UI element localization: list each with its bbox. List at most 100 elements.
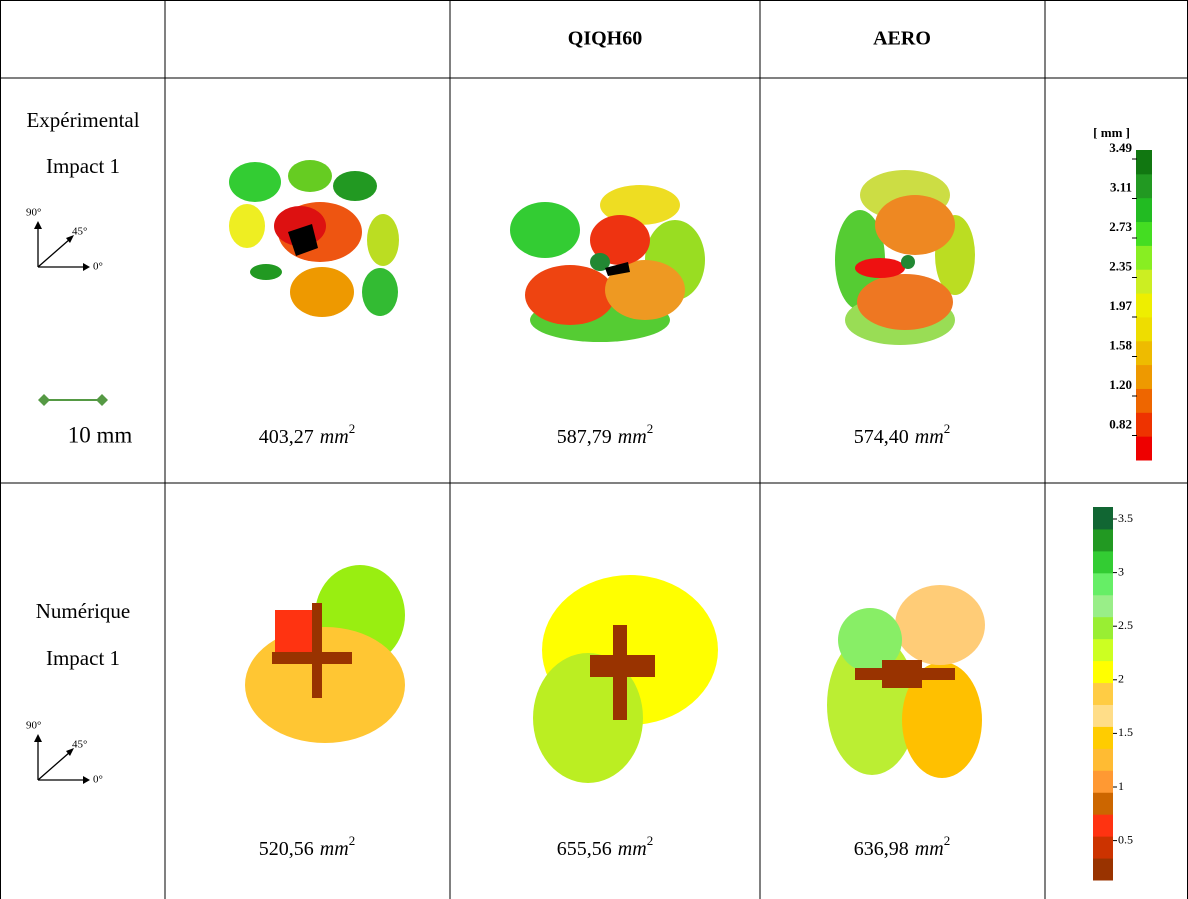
legend-tick-label: 3.5 xyxy=(1118,511,1133,525)
legend-color xyxy=(1136,316,1152,342)
row-label: Numérique xyxy=(36,599,130,623)
orientation-label: 90° xyxy=(26,720,41,732)
legend-color xyxy=(1136,388,1152,413)
damage-map-experimental-2 xyxy=(510,185,705,342)
axis-arrow xyxy=(37,751,71,781)
row-label: Expérimental xyxy=(26,108,139,132)
legend-color xyxy=(1093,748,1113,771)
legend-color xyxy=(1093,507,1113,530)
legend-tick-label: 2.35 xyxy=(1109,258,1132,273)
column-header: AERO xyxy=(873,28,931,50)
orientation-icon: 90° 45° 0° xyxy=(26,720,103,786)
scale-bar-label: 10 mm xyxy=(68,422,133,447)
legend-tick-label: 2 xyxy=(1118,672,1124,686)
legend-color xyxy=(1136,221,1152,246)
arrow-head xyxy=(34,221,42,229)
area-unit: mm xyxy=(915,838,944,860)
arrow-head xyxy=(66,748,74,756)
row-label: Impact 1 xyxy=(46,154,120,178)
legend-tick-label: 0.5 xyxy=(1118,832,1133,846)
area-exponent: 2 xyxy=(647,833,654,848)
damage-area: 574,40 mm2 xyxy=(854,421,950,448)
area-exponent: 2 xyxy=(349,421,356,436)
legend-tick-label: 0.82 xyxy=(1109,416,1132,431)
legend-color xyxy=(1093,660,1113,684)
arrow-head xyxy=(83,776,90,784)
area-unit: mm xyxy=(618,838,647,860)
legend-color xyxy=(1093,770,1113,793)
orientation-label: 0° xyxy=(93,261,103,273)
area-value: 574,40 xyxy=(854,426,909,448)
row-label: Impact 1 xyxy=(46,646,120,670)
damage-area: 655,56 mm2 xyxy=(557,833,653,860)
legend-color xyxy=(1136,412,1152,437)
legend-color xyxy=(1136,197,1152,223)
area-unit: mm xyxy=(915,426,944,448)
area-unit: mm xyxy=(320,838,349,860)
legend-color xyxy=(1093,836,1113,859)
legend-color xyxy=(1093,704,1113,727)
legend-color xyxy=(1136,150,1152,175)
legend-unit: [ mm ] xyxy=(1093,125,1130,140)
area-exponent: 2 xyxy=(647,421,654,436)
legend-tick-label: 3.11 xyxy=(1110,179,1132,194)
area-exponent: 2 xyxy=(349,833,356,848)
arrow-head xyxy=(34,734,42,742)
legend-tick-label: 1.58 xyxy=(1109,337,1132,352)
column-header: QIQH60 xyxy=(568,28,642,50)
legend-color xyxy=(1136,173,1152,199)
legend-tick-label: 3.49 xyxy=(1109,140,1132,155)
axis-arrow xyxy=(37,238,71,268)
orientation-label: 45° xyxy=(72,226,87,238)
area-value: 655,56 xyxy=(557,838,612,860)
legend-color xyxy=(1093,792,1113,815)
legend-color xyxy=(1093,572,1113,596)
area-unit: mm xyxy=(618,426,647,448)
damage-map-numerical-2 xyxy=(533,575,718,783)
legend-tick-label: 1.20 xyxy=(1109,377,1132,392)
legend-tick-label: 1 xyxy=(1118,779,1124,793)
damage-map-experimental-1 xyxy=(229,160,399,317)
legend-tick-label: 2.5 xyxy=(1118,618,1133,632)
legend-color xyxy=(1136,269,1152,294)
legend-color xyxy=(1136,364,1152,389)
orientation-label: 0° xyxy=(93,774,103,786)
legend-color xyxy=(1093,682,1113,705)
damage-map-numerical-3 xyxy=(827,585,985,778)
legend-color xyxy=(1093,726,1113,749)
orientation-label: 45° xyxy=(72,739,87,751)
legend-color xyxy=(1093,550,1113,574)
area-value: 403,27 xyxy=(259,426,314,448)
legend-color xyxy=(1093,528,1113,552)
legend-color xyxy=(1093,858,1113,881)
damage-area: 587,79 mm2 xyxy=(557,421,653,448)
legend-color xyxy=(1093,814,1113,837)
legend-color xyxy=(1136,340,1152,366)
damage-area: 636,98 mm2 xyxy=(854,833,950,860)
legend-color xyxy=(1136,293,1152,318)
area-value: 636,98 xyxy=(854,838,909,860)
legend-tick-label: 3 xyxy=(1118,564,1124,578)
legend-color xyxy=(1136,436,1152,461)
damage-map-numerical-1 xyxy=(245,565,405,743)
area-value: 520,56 xyxy=(259,838,314,860)
legend-color xyxy=(1093,594,1113,618)
scale-bar xyxy=(38,394,108,406)
area-exponent: 2 xyxy=(944,833,951,848)
legend-color xyxy=(1093,638,1113,662)
arrow-head xyxy=(66,235,74,243)
damage-map-experimental-3 xyxy=(835,170,975,345)
orientation-label: 90° xyxy=(26,207,41,219)
legend-tick-label: 1.97 xyxy=(1109,298,1132,313)
legend-color xyxy=(1093,616,1113,640)
area-value: 587,79 xyxy=(557,426,612,448)
arrow-head xyxy=(83,263,90,271)
area-exponent: 2 xyxy=(944,421,951,436)
damage-area: 403,27 mm2 xyxy=(259,421,355,448)
legend-tick-label: 2.73 xyxy=(1109,219,1132,234)
legend-color xyxy=(1136,245,1152,270)
damage-area: 520,56 mm2 xyxy=(259,833,355,860)
area-unit: mm xyxy=(320,426,349,448)
orientation-icon: 90° 45° 0° xyxy=(26,207,103,273)
